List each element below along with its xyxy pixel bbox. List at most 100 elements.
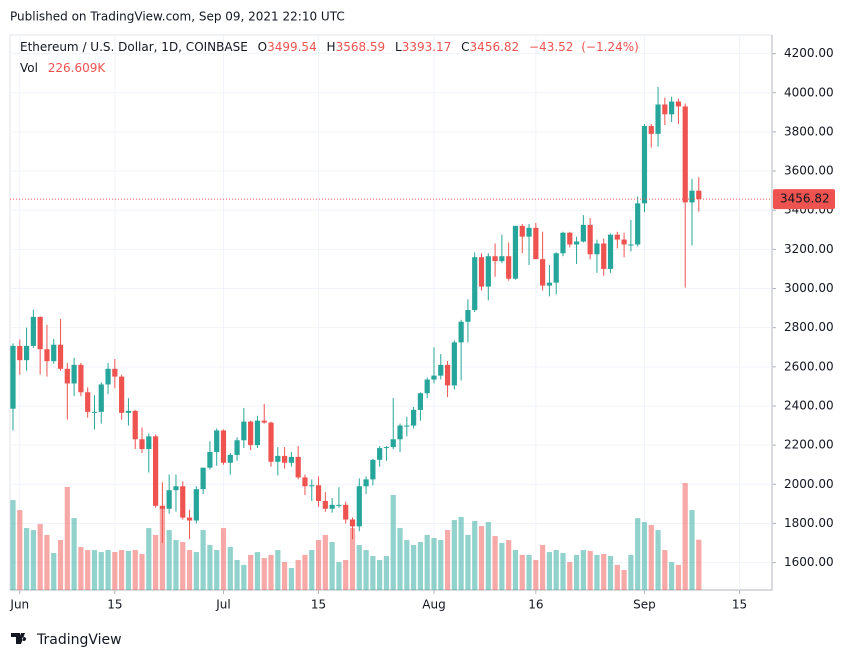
- volume-bar: [343, 560, 349, 590]
- candle-body: [57, 344, 64, 369]
- volume-bar: [166, 530, 172, 590]
- volume-bar: [648, 524, 654, 590]
- candle-body: [519, 225, 525, 237]
- volume-bar: [315, 540, 322, 590]
- volume-bar: [349, 528, 356, 590]
- volume-bar: [641, 522, 648, 590]
- candle-body: [614, 234, 620, 240]
- candle-body: [553, 253, 559, 283]
- volume-layer: [10, 483, 702, 590]
- volume-bar: [580, 550, 586, 590]
- candle-body: [173, 486, 179, 491]
- volume-bar: [51, 552, 57, 590]
- candle-body: [356, 486, 362, 527]
- candle-body: [214, 430, 220, 452]
- y-tick-label: 2200.00: [784, 438, 834, 452]
- candle-body: [85, 392, 91, 412]
- candle-body: [91, 411, 98, 413]
- volume-bar: [268, 554, 274, 590]
- volume-bar: [594, 554, 600, 590]
- volume-bar: [248, 554, 254, 590]
- candle-body: [139, 439, 145, 450]
- volume-bar: [57, 540, 64, 590]
- y-tick-label: 1600.00: [784, 555, 834, 569]
- legend-low: 3393.17: [402, 40, 452, 54]
- candle-body: [275, 455, 281, 462]
- legend-open: 3499.54: [267, 40, 317, 54]
- y-tick-label: 3600.00: [784, 164, 834, 178]
- published-note: Published on TradingView.com, Sep 09, 20…: [10, 10, 345, 24]
- candle-body: [458, 321, 464, 343]
- candle-body: [146, 436, 152, 450]
- volume-bar: [98, 552, 104, 590]
- volume-bar: [662, 550, 668, 590]
- candle-body: [594, 243, 600, 255]
- volume-bar: [207, 544, 213, 590]
- candle-body: [241, 421, 247, 441]
- axes-layer: 1600.00 1800.00 2000.00 2200.00 2400.00 2600.…: [9, 46, 835, 612]
- volume-bar: [472, 520, 478, 590]
- volume-bar: [526, 554, 532, 590]
- volume-bar: [669, 562, 675, 590]
- volume-bar: [159, 508, 165, 590]
- candle-body: [669, 101, 675, 115]
- y-tick-label: 1800.00: [784, 516, 834, 530]
- volume-bar: [78, 546, 84, 590]
- candle-body: [363, 479, 369, 487]
- volume-bar: [322, 534, 328, 590]
- candle-body: [207, 451, 213, 468]
- candle-body: [370, 459, 376, 480]
- volume-bar: [553, 550, 559, 590]
- volume-bar: [85, 550, 91, 590]
- volume-bar: [546, 552, 553, 590]
- volume-bar: [295, 560, 301, 590]
- volume-bar: [506, 540, 512, 590]
- volume-bar: [451, 520, 457, 590]
- volume-bar: [397, 528, 403, 590]
- volume-bar: [30, 530, 36, 590]
- volume-bar: [214, 550, 220, 590]
- candle-body: [315, 485, 322, 501]
- candle-body: [193, 489, 199, 521]
- candle-body: [580, 224, 586, 242]
- volume-bar: [635, 518, 641, 590]
- candle-body: [506, 256, 512, 279]
- volume-bar: [234, 560, 240, 590]
- legend-close: 3456.82: [470, 40, 520, 54]
- volume-bar: [614, 564, 620, 590]
- candle-body: [472, 257, 478, 311]
- candle-body: [268, 422, 274, 462]
- candle-body: [64, 368, 70, 384]
- brand-name: TradingView: [36, 632, 122, 648]
- volume-bar: [601, 554, 607, 590]
- volume-bar: [621, 570, 627, 590]
- x-tick-label: Jul: [215, 598, 230, 612]
- volume-bar: [112, 552, 118, 590]
- candle-body: [10, 345, 16, 409]
- candle-body: [451, 342, 457, 386]
- candle-body: [390, 439, 396, 448]
- volume-bar: [10, 500, 16, 590]
- volume-bar: [146, 528, 152, 590]
- volume-bar: [302, 554, 308, 590]
- candle-body: [404, 425, 410, 427]
- last-price-label: 3456.82: [780, 192, 830, 206]
- volume-bar: [282, 562, 288, 590]
- x-tick-label: 16: [528, 598, 543, 612]
- candle-body: [119, 376, 125, 413]
- volume-bar: [424, 534, 430, 590]
- volume-bar: [607, 556, 614, 590]
- candle-body: [23, 345, 30, 361]
- volume-bar: [390, 494, 396, 590]
- volume-bar: [431, 538, 437, 590]
- volume-bar: [383, 556, 390, 590]
- candle-body: [438, 364, 444, 376]
- volume-bar: [478, 526, 485, 590]
- candle-body: [675, 101, 682, 107]
- volume-bar: [370, 556, 376, 590]
- legend-letter: O: [258, 40, 267, 54]
- volume-bar: [119, 550, 125, 590]
- candle-body: [424, 379, 430, 394]
- candle-body: [628, 244, 634, 246]
- candle-body: [499, 256, 505, 262]
